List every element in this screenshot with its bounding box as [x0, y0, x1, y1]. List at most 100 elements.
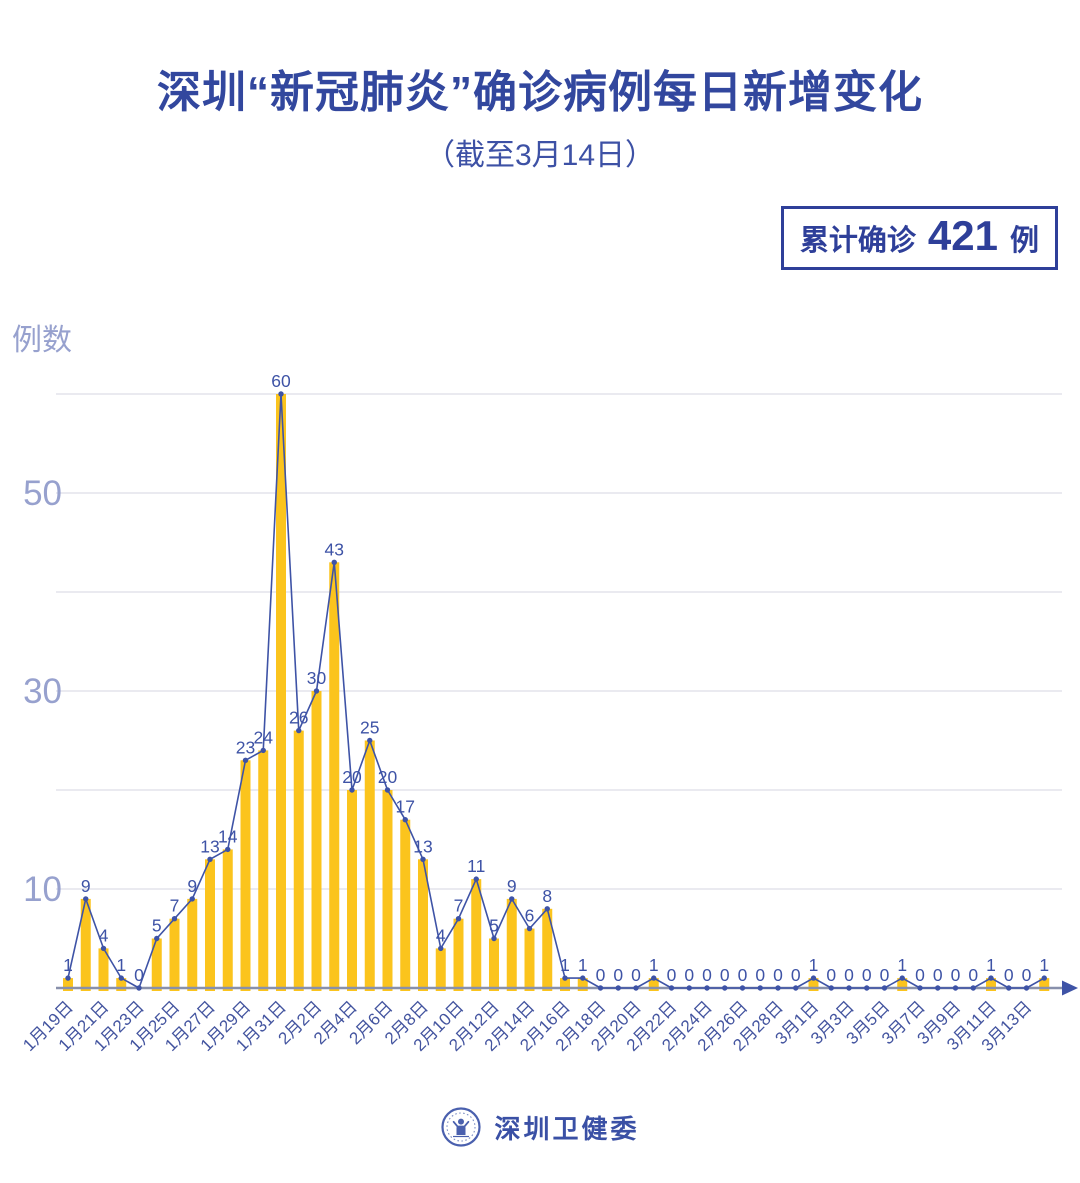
data-point [899, 975, 905, 981]
data-point-label: 4 [99, 925, 109, 945]
data-point [65, 975, 71, 981]
data-point [1041, 975, 1047, 981]
cumulative-total-badge: 累计确诊 421 例 [780, 206, 1058, 270]
data-point-label: 0 [951, 965, 961, 985]
bar [258, 750, 269, 991]
data-point [580, 975, 586, 981]
data-point-label: 24 [254, 727, 274, 747]
data-point [509, 896, 515, 902]
data-point-label: 0 [880, 965, 890, 985]
data-point-label: 8 [542, 886, 552, 906]
data-point-label: 7 [454, 896, 464, 916]
data-point [526, 925, 533, 932]
bar [240, 760, 251, 991]
data-point [260, 747, 266, 754]
data-point-label: 0 [720, 965, 730, 985]
badge-suffix: 例 [1009, 225, 1039, 257]
data-point [384, 787, 391, 793]
data-point-label: 13 [200, 836, 219, 856]
data-point [864, 985, 870, 991]
data-point [154, 935, 160, 942]
bar [364, 740, 375, 991]
data-point [846, 985, 852, 991]
page-subtitle: （截至3月14日） [424, 139, 656, 172]
bar [418, 859, 428, 991]
data-point-label: 20 [342, 767, 362, 787]
data-point-label: 0 [738, 965, 748, 985]
data-point-label: 20 [378, 767, 398, 787]
data-point-label: 0 [702, 965, 712, 985]
data-point-label: 14 [218, 826, 238, 846]
data-point [438, 945, 444, 952]
data-point-label: 1 [649, 955, 659, 975]
data-point-label: 0 [915, 965, 925, 985]
x-axis-arrow-icon [1062, 980, 1078, 996]
data-point [810, 975, 817, 981]
data-point [278, 391, 284, 397]
data-point-label: 30 [307, 668, 327, 688]
bar [471, 879, 482, 991]
data-point-label: 6 [525, 906, 535, 926]
bar [80, 898, 91, 991]
bar [329, 562, 340, 991]
data-point [597, 985, 604, 991]
data-point-label: 0 [844, 965, 854, 985]
data-point [935, 985, 941, 991]
chart-header: 深圳“新冠肺炎”确诊病例每日新增变化 （截至3月14日） [0, 0, 1080, 174]
data-point-label: 0 [862, 965, 872, 985]
bar [311, 691, 322, 991]
data-point-label: 1 [1039, 955, 1049, 975]
data-point [296, 727, 302, 734]
data-point [917, 985, 923, 991]
bar [648, 978, 659, 991]
data-point-label: 13 [413, 836, 432, 856]
data-point [455, 916, 462, 922]
data-point [1006, 985, 1012, 991]
bar [453, 918, 464, 991]
bar [808, 978, 819, 991]
data-point-label: 1 [560, 955, 570, 975]
data-point [225, 846, 231, 853]
data-point-label: 9 [81, 876, 91, 896]
data-point-label: 0 [613, 965, 623, 985]
data-point [633, 985, 639, 991]
data-point-label: 1 [63, 955, 73, 975]
data-point-label: 0 [826, 965, 836, 985]
footer-org-name: 深圳卫健委 [494, 1113, 640, 1144]
data-point-label: 17 [396, 797, 415, 817]
data-point [100, 945, 107, 952]
data-point [1023, 985, 1030, 991]
data-point-label: 0 [773, 965, 783, 985]
data-point [562, 975, 568, 981]
bar [986, 978, 996, 991]
data-point [349, 787, 355, 793]
data-point [615, 985, 621, 991]
bar [400, 819, 411, 991]
y-tick-label: 30 [23, 672, 62, 711]
bar [169, 918, 180, 991]
data-point-label: 0 [933, 965, 943, 985]
data-point-label: 0 [596, 965, 606, 985]
bar [151, 938, 162, 991]
data-point [402, 817, 408, 823]
data-point-label: 0 [1004, 965, 1014, 985]
data-point-label: 0 [134, 965, 144, 985]
data-point-label: 1 [116, 955, 126, 975]
data-point [242, 757, 249, 763]
data-point [207, 856, 213, 862]
data-point-label: 60 [271, 371, 291, 391]
data-point [491, 935, 497, 942]
data-point [828, 985, 834, 991]
data-point-label: 26 [289, 708, 308, 728]
bar [897, 978, 908, 991]
data-point-label: 11 [467, 856, 485, 876]
data-point-label: 1 [986, 955, 996, 975]
data-point [793, 985, 799, 991]
bar [382, 790, 393, 991]
data-point [171, 916, 178, 922]
y-tick-label: 50 [23, 474, 62, 513]
data-point-label: 1 [897, 955, 907, 975]
data-point-label: 0 [684, 965, 694, 985]
data-point-label: 7 [170, 896, 180, 916]
shenzhen-health-commission-logo [441, 1107, 482, 1147]
